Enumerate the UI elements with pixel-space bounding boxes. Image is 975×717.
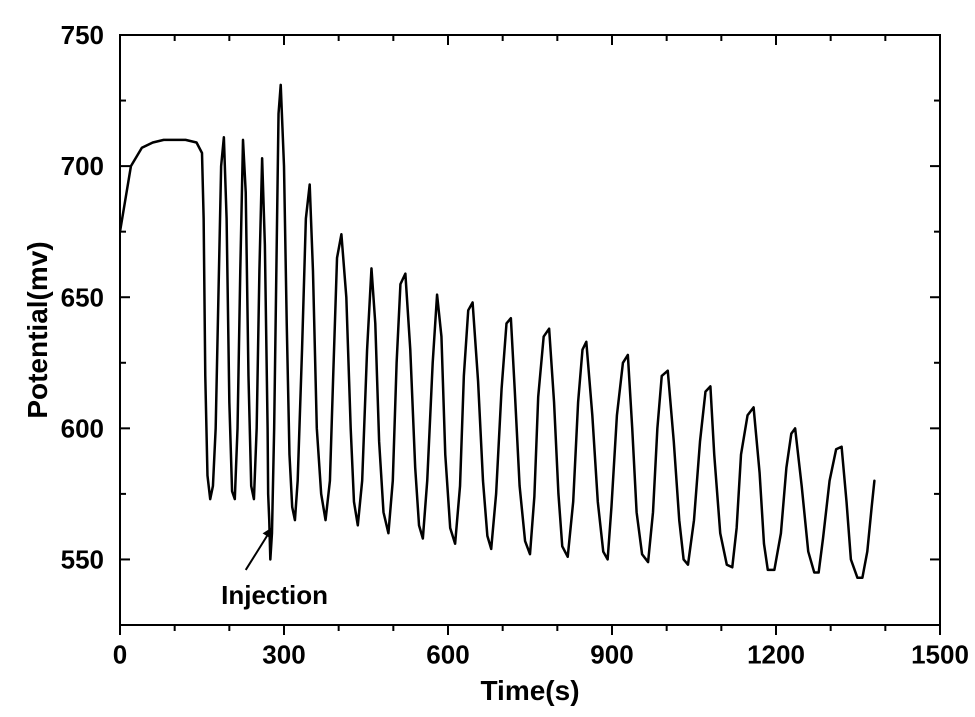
chart-svg: 0 300 600 900 1200 1500 550 600 650 700 750 Time(s)…	[0, 0, 975, 717]
y-axis-title: Potential(mv)	[22, 241, 53, 418]
x-tick-label: 900	[590, 640, 633, 670]
y-tick-label: 700	[61, 151, 104, 181]
y-tick-label: 600	[61, 413, 104, 443]
x-tick-label: 0	[113, 640, 127, 670]
y-tick-label: 750	[61, 20, 104, 50]
y-tick-label: 650	[61, 282, 104, 312]
x-tick-label: 1200	[747, 640, 805, 670]
potential-vs-time-chart: 0 300 600 900 1200 1500 550 600 650 700 750 Time(s)…	[0, 0, 975, 717]
injection-annotation: Injection	[221, 580, 328, 610]
x-axis-title: Time(s)	[480, 675, 579, 706]
x-tick-label: 600	[426, 640, 469, 670]
x-tick-label: 1500	[911, 640, 969, 670]
plot-border	[120, 35, 940, 625]
y-tick-label: 550	[61, 545, 104, 575]
potential-series	[120, 85, 874, 578]
injection-arrow-head	[264, 528, 272, 538]
x-tick-label: 300	[262, 640, 305, 670]
